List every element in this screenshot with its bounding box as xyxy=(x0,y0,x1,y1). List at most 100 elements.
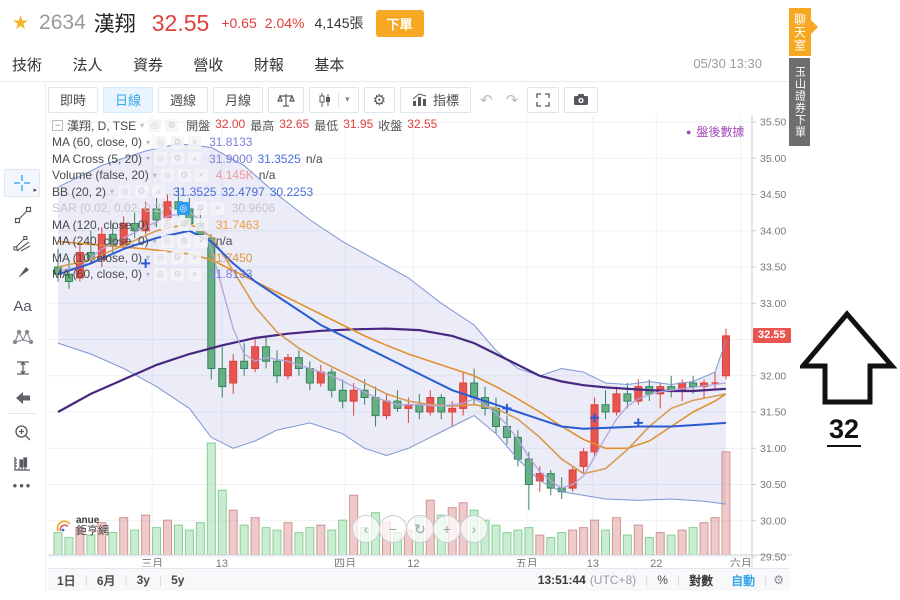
candlestick-chart[interactable]: 35.5035.0034.5034.0033.5033.0032.5032.00… xyxy=(48,115,792,567)
legend-row[interactable]: − 漢翔, D, TSE ▾ ◎ ⚙ 開盤 32.00 最高 32.65 最低 31.95 收盤 32.… xyxy=(52,117,437,133)
settings-button[interactable]: ⚙ xyxy=(363,86,396,113)
legend-row[interactable]: MA Cross (5, 20) ▾ ◎ ⚙ × 31.9000 31.3525 n/a xyxy=(52,152,437,166)
axis-settings-gear-icon[interactable]: ⚙ xyxy=(773,573,784,587)
order-button[interactable]: 下單 xyxy=(375,9,424,37)
tab-institutional[interactable]: 法人 xyxy=(72,57,103,74)
gear-icon[interactable]: ⚙ xyxy=(177,168,191,182)
eye-icon[interactable]: ◎ xyxy=(148,119,162,132)
tab-revenue[interactable]: 營收 xyxy=(193,57,224,74)
brush-tool[interactable] xyxy=(0,259,45,287)
eye-icon[interactable]: ◎ xyxy=(154,152,168,165)
xabcd-pattern-tool[interactable] xyxy=(0,323,45,351)
chat-room-tab[interactable]: 聊天室 xyxy=(789,8,811,56)
close-icon[interactable]: × xyxy=(210,201,224,215)
tab-basic[interactable]: 基本 xyxy=(314,57,345,74)
undo-button[interactable]: ↶ xyxy=(480,91,493,109)
tab-technical[interactable]: 技術 xyxy=(12,54,43,85)
compare-button[interactable] xyxy=(268,86,305,113)
legend-caret-icon[interactable]: ▾ xyxy=(152,170,157,180)
close-icon[interactable]: × xyxy=(188,135,202,149)
eye-icon[interactable]: ◎ xyxy=(176,201,190,215)
broker-order-tab[interactable]: 玉山證券下單 xyxy=(789,58,810,146)
zoom-out-button[interactable]: − xyxy=(379,515,407,543)
interval-realtime-button[interactable]: 即時 xyxy=(48,86,99,113)
interval-daily-button[interactable]: 日線 xyxy=(103,86,154,113)
reset-view-button[interactable]: ↻ xyxy=(406,515,434,543)
range-3y-button[interactable]: 3y xyxy=(136,573,150,587)
eye-icon[interactable]: ◎ xyxy=(160,218,174,231)
collapse-icon[interactable]: − xyxy=(52,120,63,131)
gear-icon[interactable]: ⚙ xyxy=(135,185,149,198)
legend-row[interactable]: MA (60, close, 0) ▾ ◎ ⚙ × 31.8133 xyxy=(52,267,437,281)
percent-scale-button[interactable]: % xyxy=(657,573,668,587)
legend-caret-icon[interactable]: ▾ xyxy=(146,154,151,163)
log-scale-button[interactable]: 對數 xyxy=(689,573,714,588)
interval-monthly-button[interactable]: 月線 xyxy=(213,86,264,113)
measure-tool[interactable] xyxy=(0,449,45,477)
interval-weekly-button[interactable]: 週線 xyxy=(158,86,209,113)
chart-area[interactable]: 35.5035.0034.5034.0033.5033.0032.5032.00… xyxy=(48,115,792,567)
range-5y-button[interactable]: 5y xyxy=(171,573,185,587)
zoom-in-button[interactable]: + xyxy=(433,515,461,543)
projection-tool[interactable] xyxy=(0,354,45,382)
close-icon[interactable]: × xyxy=(188,152,202,165)
fullscreen-button[interactable] xyxy=(527,86,560,113)
favorite-star-icon[interactable]: ★ xyxy=(12,12,30,34)
eye-icon[interactable]: ◎ xyxy=(154,135,168,149)
close-icon[interactable]: × xyxy=(188,267,202,281)
legend-row[interactable]: Volume (false, 20) ▾ ◎ ⚙ × 4.145K n/a xyxy=(52,168,437,182)
eye-icon[interactable]: ◎ xyxy=(118,185,132,198)
eye-icon[interactable]: ◎ xyxy=(160,168,174,182)
scroll-left-button[interactable]: ‹ xyxy=(352,515,380,543)
eye-icon[interactable]: ◎ xyxy=(160,234,174,248)
legend-row[interactable]: SAR (0.02, 0.02, 0.2) ▾ ◎ ⚙ × 30.9606 xyxy=(52,201,437,215)
back-arrow-icon[interactable] xyxy=(0,384,45,412)
close-icon[interactable]: × xyxy=(194,234,208,248)
eye-icon[interactable]: ◎ xyxy=(154,251,168,264)
trendline-tool[interactable] xyxy=(0,201,45,229)
redo-button[interactable]: ↷ xyxy=(505,91,519,109)
chart-style-caret-icon[interactable]: ▾ xyxy=(345,94,350,104)
gear-icon[interactable]: ⚙ xyxy=(177,218,191,231)
gear-icon[interactable]: ⚙ xyxy=(193,201,207,215)
scroll-right-button[interactable]: › xyxy=(460,515,488,543)
legend-row[interactable]: MA (60, close, 0) ▾ ◎ ⚙ × 31.8133 xyxy=(52,135,437,149)
legend-caret-icon[interactable]: ▾ xyxy=(152,236,157,246)
gear-icon[interactable]: ⚙ xyxy=(177,234,191,248)
gear-icon[interactable]: ⚙ xyxy=(171,251,185,264)
close-icon[interactable]: × xyxy=(194,218,208,231)
close-icon[interactable]: × xyxy=(188,251,202,264)
legend-caret-icon[interactable]: ▾ xyxy=(140,121,145,130)
legend-caret-icon[interactable]: ▾ xyxy=(168,203,173,213)
close-icon[interactable]: × xyxy=(194,168,208,182)
range-6m-button[interactable]: 6月 xyxy=(96,573,116,588)
close-icon[interactable]: × xyxy=(152,185,166,198)
tab-margin[interactable]: 資券 xyxy=(132,57,163,74)
legend-caret-icon[interactable]: ▾ xyxy=(110,187,115,196)
legend-caret-icon[interactable]: ▾ xyxy=(146,269,151,279)
eye-icon[interactable]: ◎ xyxy=(154,267,168,281)
range-1d-button[interactable]: 1日 xyxy=(57,573,76,588)
legend-caret-icon[interactable]: ▾ xyxy=(146,253,151,262)
gear-icon[interactable]: ⚙ xyxy=(171,152,185,165)
more-tools-icon[interactable]: ••• xyxy=(12,477,33,493)
legend-caret-icon[interactable]: ▾ xyxy=(152,220,157,229)
gear-icon[interactable]: ⚙ xyxy=(171,267,185,281)
auto-scale-button[interactable]: 自動 xyxy=(731,573,756,588)
legend-row[interactable]: MA (10, close, 0) ▾ ◎ ⚙ × 31.7450 xyxy=(52,251,437,265)
legend-caret-icon[interactable]: ▾ xyxy=(146,137,151,147)
legend-row[interactable]: MA (240, close, 0) ▾ ◎ ⚙ × n/a xyxy=(52,234,437,248)
pitchfork-tool[interactable] xyxy=(0,230,45,258)
text-tool[interactable]: Aa xyxy=(13,297,32,315)
crosshair-tool[interactable]: ▸ xyxy=(4,169,40,197)
chart-style-button[interactable]: ▾ xyxy=(309,86,359,113)
gear-icon[interactable]: ⚙ xyxy=(171,135,185,149)
snapshot-button[interactable] xyxy=(564,86,599,113)
indicators-button[interactable]: 指標 xyxy=(400,86,472,113)
crosshair-menu-caret[interactable]: ▸ xyxy=(33,187,37,194)
legend-row[interactable]: MA (120, close, 0) ▾ ◎ ⚙ × 31.7463 xyxy=(52,218,437,232)
gear-icon[interactable]: ⚙ xyxy=(165,119,179,132)
legend-row[interactable]: BB (20, 2) ▾ ◎ ⚙ × 31.3525 32.4797 30.2253 xyxy=(52,185,437,199)
tab-financials[interactable]: 財報 xyxy=(253,57,284,74)
zoom-in-tool[interactable] xyxy=(0,419,45,447)
